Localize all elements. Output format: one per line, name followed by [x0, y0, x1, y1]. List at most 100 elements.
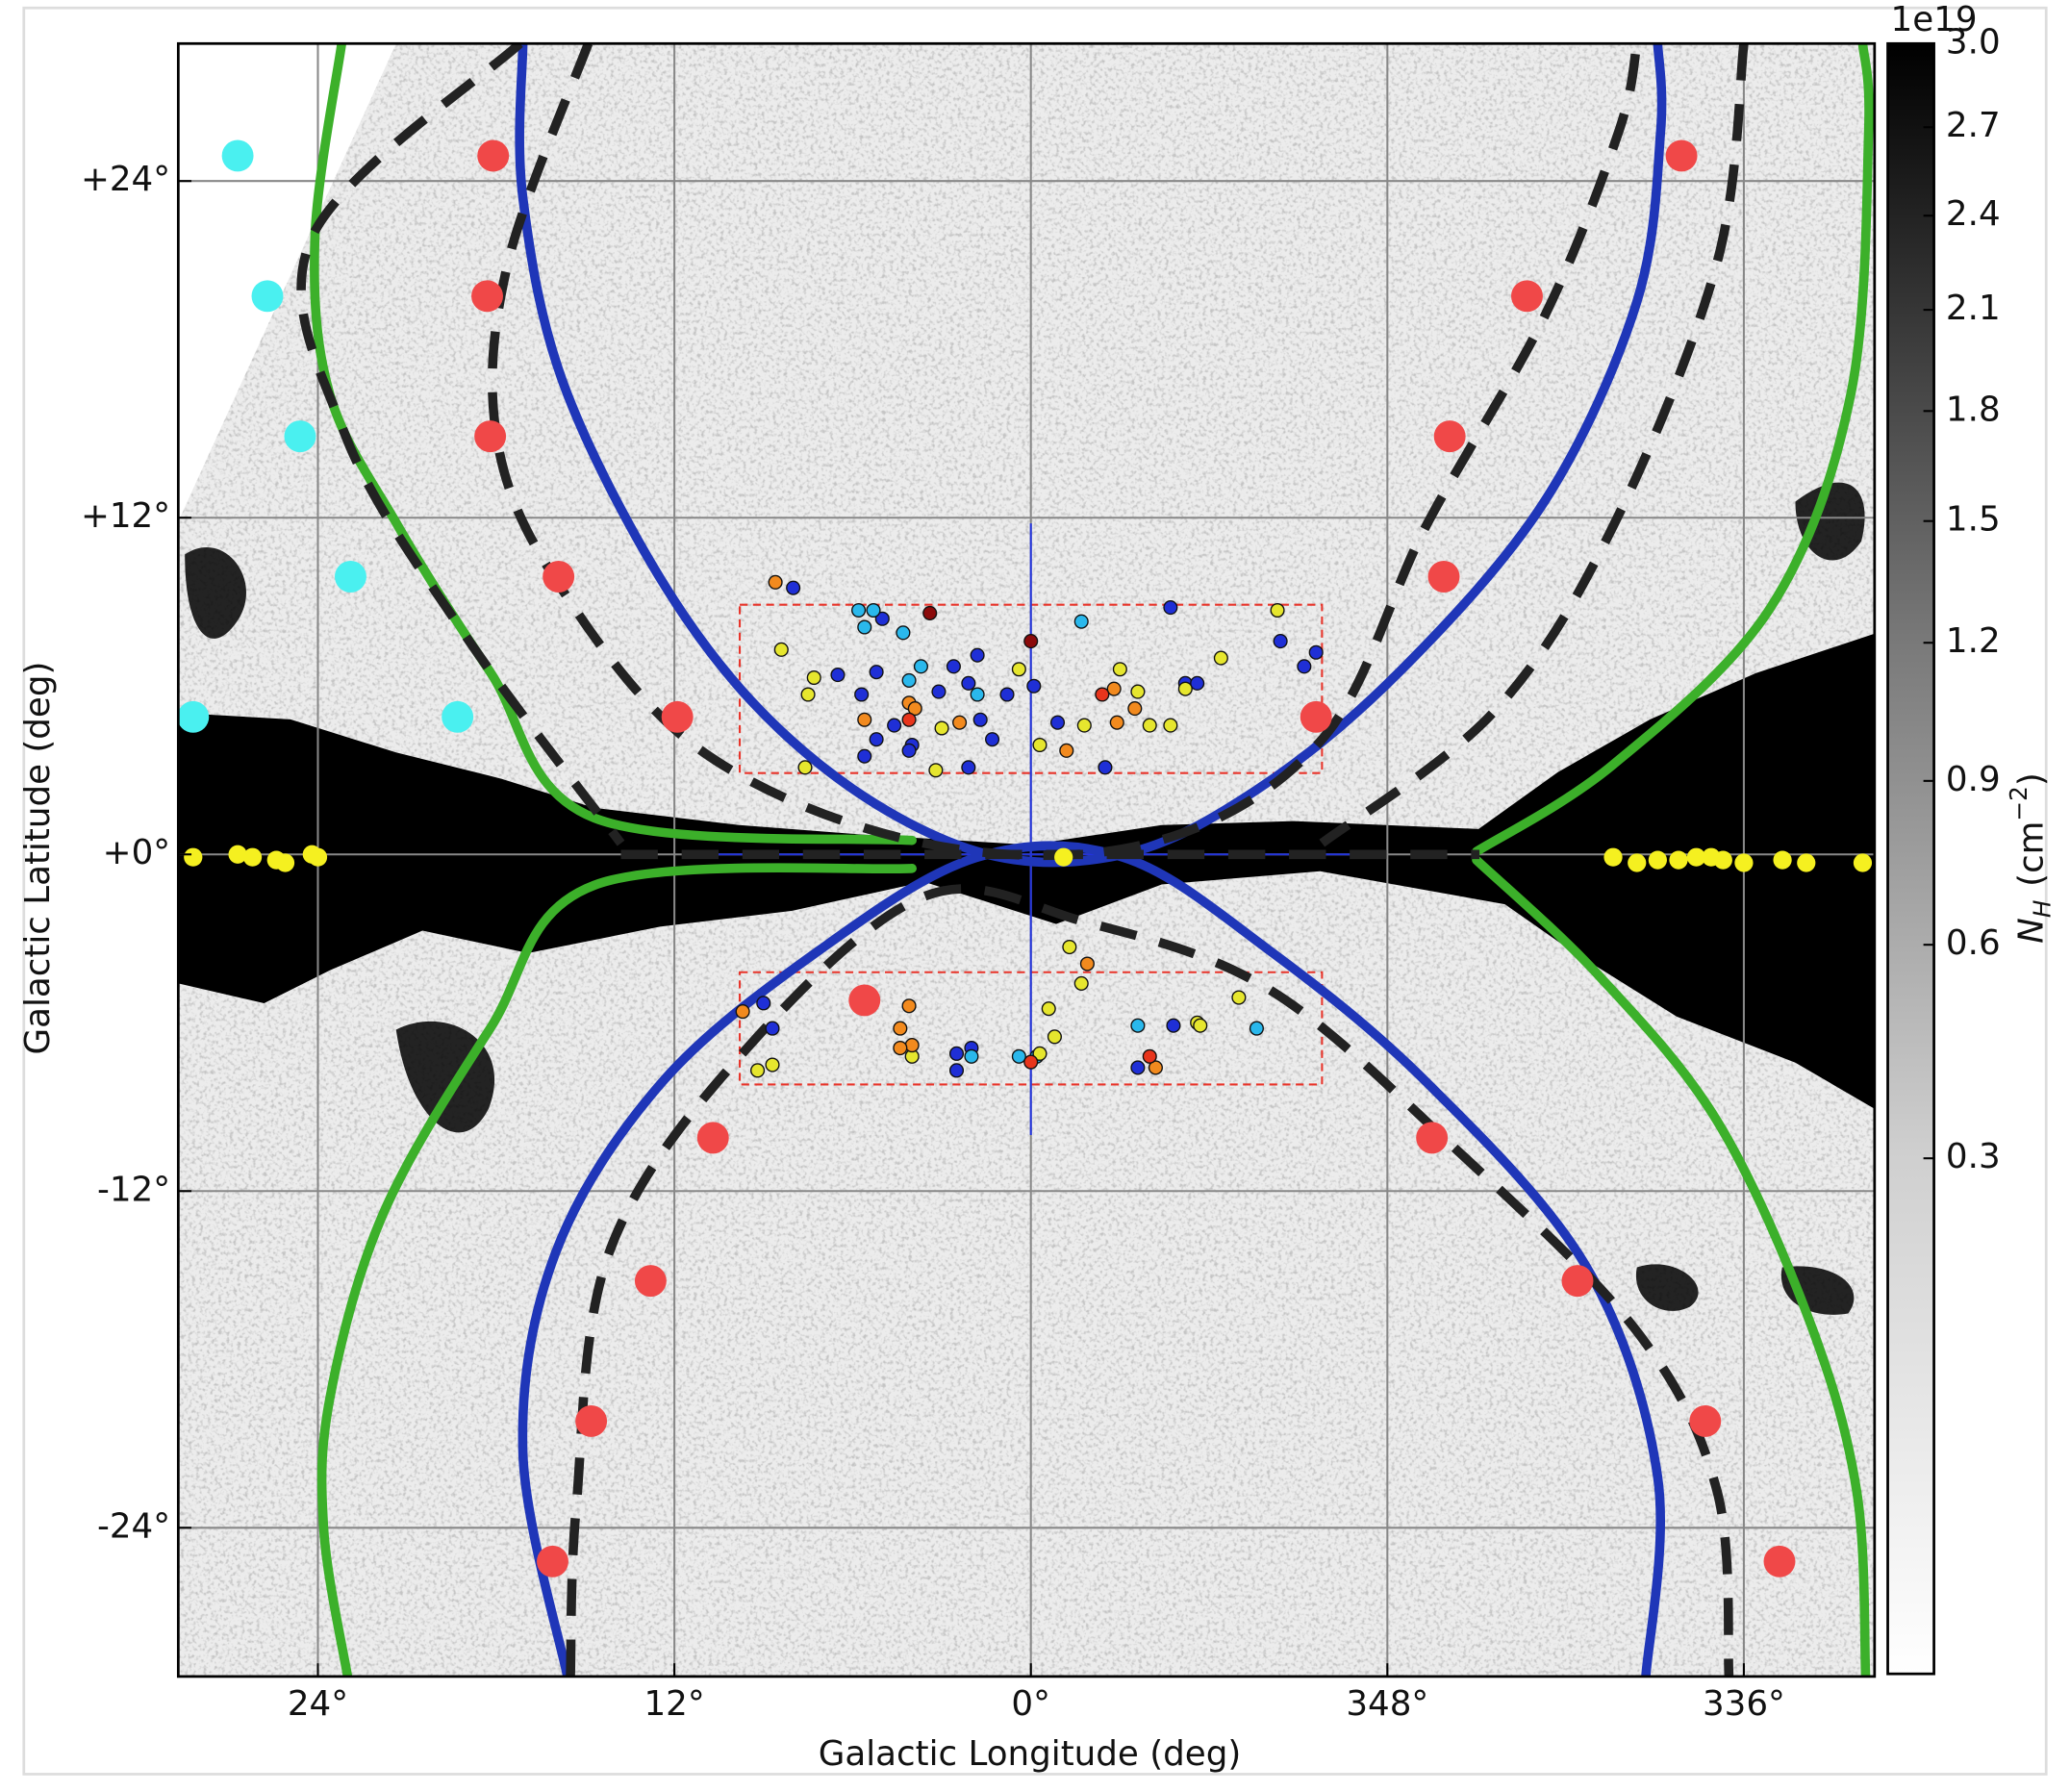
point	[757, 997, 770, 1010]
point	[774, 643, 788, 656]
point	[177, 701, 209, 733]
point	[736, 1005, 749, 1019]
point	[1274, 635, 1287, 648]
colorbar	[1888, 43, 1934, 1674]
point	[1131, 1061, 1145, 1074]
point	[848, 984, 880, 1016]
colorbar-tick-label: 2.4	[1946, 194, 2001, 234]
point	[1669, 850, 1687, 869]
point	[962, 676, 975, 690]
figure: 24°12°0°348°336°+24°+12°+0°-12°-24° Gala…	[0, 0, 2070, 1788]
point	[888, 719, 901, 732]
colorbar-offset: 1e19	[1891, 0, 1978, 39]
x-tick-label: 24°	[288, 1684, 348, 1724]
point	[902, 674, 916, 688]
point	[474, 420, 506, 452]
point	[973, 713, 987, 726]
point	[894, 1042, 907, 1055]
point	[1143, 719, 1156, 732]
point	[858, 713, 871, 726]
point	[1178, 682, 1192, 695]
point	[1060, 744, 1073, 757]
point	[1012, 663, 1025, 676]
point	[1734, 853, 1753, 871]
cb-unit: (cm	[2012, 821, 2052, 887]
point	[1051, 716, 1065, 729]
colorbar-tick-label: 1.5	[1946, 500, 2001, 540]
point	[1298, 660, 1311, 673]
point	[1194, 1019, 1207, 1032]
cb-subscript: H	[2028, 900, 2056, 919]
point	[950, 1064, 964, 1077]
point	[635, 1265, 667, 1297]
point	[1074, 977, 1088, 991]
point	[1764, 1546, 1796, 1577]
point	[335, 561, 366, 593]
point	[905, 1039, 919, 1052]
point	[1232, 991, 1246, 1004]
colorbar-tick-label: 2.1	[1946, 289, 2001, 328]
point	[1300, 701, 1332, 733]
y-tick-label: +0°	[103, 833, 170, 872]
y-axis-label: Galactic Latitude (deg)	[18, 662, 58, 1055]
colorbar-tick-label: 0.3	[1946, 1137, 2001, 1176]
point	[1128, 702, 1142, 716]
point	[1042, 1002, 1055, 1016]
point	[477, 139, 509, 171]
point	[1048, 1030, 1062, 1044]
colorbar-tick-label: 1.2	[1946, 621, 2001, 661]
point	[801, 688, 815, 701]
point	[1191, 676, 1204, 690]
page: 24°12°0°348°336°+24°+12°+0°-12°-24° Gala…	[0, 0, 2070, 1792]
point	[766, 1058, 779, 1072]
point	[1714, 850, 1732, 869]
point	[471, 280, 503, 312]
point	[923, 607, 937, 620]
point	[1164, 719, 1177, 732]
point	[1167, 1019, 1180, 1032]
point	[1215, 651, 1228, 665]
cb-exponent: −2	[2005, 786, 2032, 820]
point	[787, 581, 800, 594]
point	[798, 761, 812, 774]
point	[1110, 716, 1123, 729]
point	[769, 575, 782, 589]
point	[1689, 1405, 1721, 1437]
point	[1797, 853, 1815, 871]
point	[965, 1049, 978, 1063]
colorbar-tick-label: 2.7	[1946, 106, 2001, 145]
point	[831, 669, 845, 682]
point	[1054, 848, 1073, 867]
point	[1114, 663, 1127, 676]
point	[1081, 957, 1095, 971]
point	[858, 620, 871, 634]
point	[858, 749, 871, 763]
point	[1143, 1049, 1156, 1063]
point	[1107, 682, 1121, 695]
point	[1271, 604, 1284, 618]
point	[915, 660, 928, 673]
colorbar-label: NH(cm−2)	[2005, 772, 2057, 944]
point	[971, 648, 984, 662]
point	[1000, 688, 1014, 701]
point	[751, 1064, 765, 1077]
colorbar-tick-label: 0.6	[1946, 923, 2001, 963]
point	[1024, 1055, 1038, 1069]
y-tick-label: +12°	[81, 496, 170, 536]
point	[947, 660, 961, 673]
point	[1250, 1022, 1264, 1035]
x-tick-label: 0°	[1011, 1684, 1050, 1724]
point	[870, 666, 883, 679]
point	[442, 701, 473, 733]
point	[1027, 679, 1041, 693]
point	[284, 420, 316, 452]
point	[184, 848, 202, 867]
x-axis-label: Galactic Longitude (deg)	[819, 1734, 1242, 1774]
point	[986, 733, 999, 746]
cb-close: )	[2012, 772, 2052, 786]
y-tick-label: +24°	[81, 160, 170, 199]
point	[852, 604, 866, 618]
point	[1024, 635, 1038, 648]
x-tick-label: 12°	[644, 1684, 704, 1724]
point	[1434, 420, 1466, 452]
